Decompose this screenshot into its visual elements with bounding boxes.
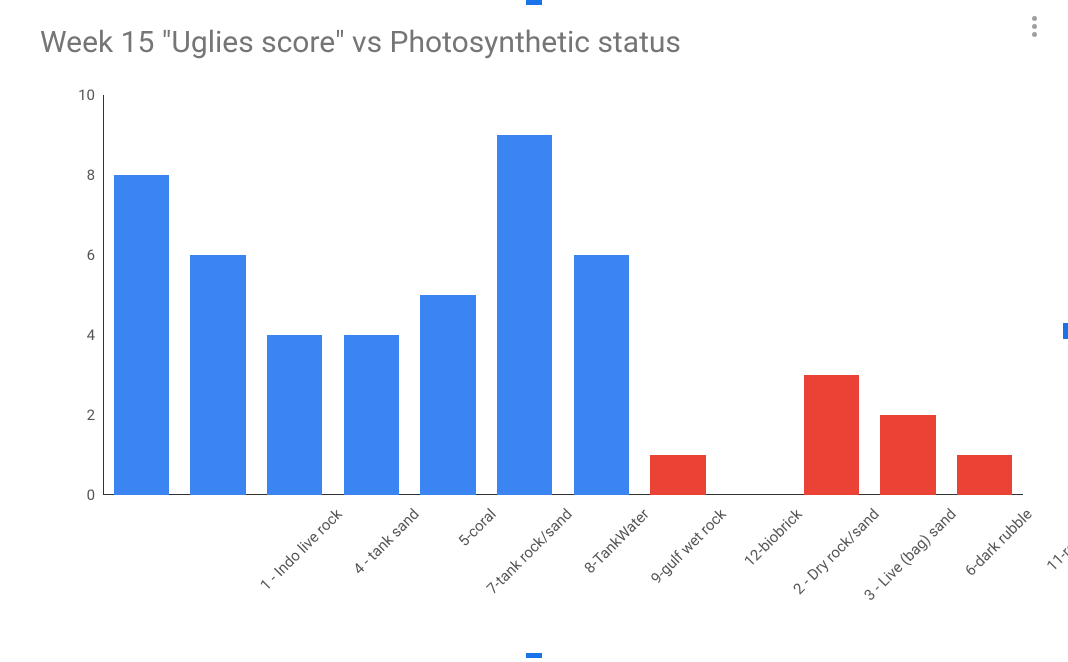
y-tick-label: 4 bbox=[65, 326, 95, 344]
x-axis-category-label: 8-TankWater bbox=[499, 505, 653, 659]
y-tick-label: 8 bbox=[65, 166, 95, 184]
x-axis-category-label: 5-coral bbox=[345, 505, 499, 659]
plot-area: 0246810 bbox=[103, 95, 1023, 495]
bar-slot bbox=[793, 95, 870, 495]
x-axis-category-label: 1 - Indo live rock bbox=[192, 505, 346, 659]
bar-slot bbox=[486, 95, 563, 495]
bar[interactable] bbox=[650, 455, 705, 495]
bar-slot bbox=[410, 95, 487, 495]
x-axis-category-label: 9-gulf wet rock bbox=[575, 505, 729, 659]
bar[interactable] bbox=[957, 455, 1012, 495]
kebab-dot-icon bbox=[1032, 16, 1037, 21]
bar-slot bbox=[563, 95, 640, 495]
x-axis-category-label: 6-dark rubble bbox=[882, 505, 1036, 659]
resize-handle-right[interactable] bbox=[1063, 323, 1068, 339]
resize-handle-top[interactable] bbox=[526, 0, 542, 5]
bar[interactable] bbox=[190, 255, 245, 495]
bar-slot bbox=[103, 95, 180, 495]
x-axis-category-label: 2 - Dry rock/sand bbox=[729, 505, 883, 659]
kebab-dot-icon bbox=[1032, 24, 1037, 29]
bar[interactable] bbox=[267, 335, 322, 495]
bar[interactable] bbox=[114, 175, 169, 495]
bar[interactable] bbox=[880, 415, 935, 495]
bar-slot bbox=[946, 95, 1023, 495]
bar[interactable] bbox=[420, 295, 475, 495]
bar-slot bbox=[716, 95, 793, 495]
bar-slot bbox=[870, 95, 947, 495]
bar[interactable] bbox=[344, 335, 399, 495]
x-axis-category-label: 12-biobrick bbox=[652, 505, 806, 659]
y-tick-label: 0 bbox=[65, 486, 95, 504]
y-tick-label: 10 bbox=[65, 86, 95, 104]
chart-container: Week 15 "Uglies score" vs Photosynthetic… bbox=[0, 0, 1068, 662]
bar-slot bbox=[180, 95, 257, 495]
bar-slot bbox=[333, 95, 410, 495]
y-tick-label: 6 bbox=[65, 246, 95, 264]
bar-slot bbox=[256, 95, 333, 495]
x-axis-category-label: 3 - Live (bag) sand bbox=[805, 505, 959, 659]
x-axis-category-label: 7-tank rock/sand bbox=[422, 505, 576, 659]
resize-handle-bottom[interactable] bbox=[526, 653, 542, 658]
y-tick-label: 2 bbox=[65, 406, 95, 424]
chart-title: Week 15 "Uglies score" vs Photosynthetic… bbox=[40, 25, 1038, 60]
chart-options-menu[interactable] bbox=[1022, 14, 1046, 38]
kebab-dot-icon bbox=[1032, 32, 1037, 37]
bars-group bbox=[103, 95, 1023, 495]
bar-slot bbox=[640, 95, 717, 495]
bar[interactable] bbox=[804, 375, 859, 495]
x-axis-category-label: 4 - tank sand bbox=[269, 505, 423, 659]
bar[interactable] bbox=[574, 255, 629, 495]
bar[interactable] bbox=[497, 135, 552, 495]
